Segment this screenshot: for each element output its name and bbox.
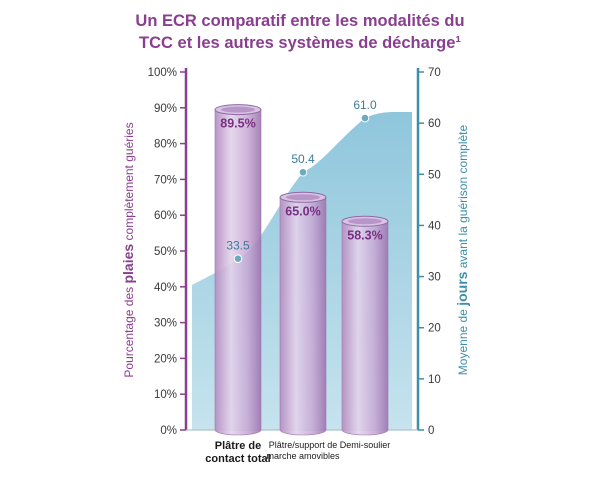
- days-value-label: 33.5: [226, 239, 250, 253]
- bar-cylinder-body: [279, 197, 327, 436]
- y-axis-left-tick-label: 0%: [160, 425, 177, 437]
- y-axis-right-tick-label: 30: [428, 272, 441, 284]
- category-label-line: contact total: [205, 453, 271, 465]
- bar-value-label: 65.0%: [285, 204, 320, 218]
- y-axis-left-tick-label: 80%: [154, 139, 177, 151]
- y-axis-left-tick-label: 50%: [154, 246, 177, 258]
- category-label: Demi-soulier: [315, 440, 415, 451]
- y-axis-left-tick-label: 100%: [148, 67, 177, 79]
- category-label-line: marche amovibles: [266, 451, 340, 461]
- chart-title-line2: TCC et les autres systèmes de décharge¹: [139, 34, 461, 52]
- category-label-line: Plâtre/support de: [268, 440, 338, 450]
- y-axis-right-tick-label: 0: [428, 425, 434, 437]
- days-value-label: 61.0: [353, 98, 377, 112]
- bar-cylinder-body: [214, 109, 262, 436]
- bar-value-label: 58.3%: [347, 228, 382, 242]
- y-axis-left-tick-label: 20%: [154, 353, 177, 365]
- chart-title: Un ECR comparatif entre les modalités du…: [0, 10, 600, 54]
- y-axis-right-tick-label: 40: [428, 220, 441, 232]
- y-axis-right-tick-label: 50: [428, 169, 441, 181]
- y-axis-left-tick-label: 90%: [154, 103, 177, 115]
- y-axis-right-tick-label: 10: [428, 374, 441, 386]
- bar-cylinder-top-inner: [348, 218, 382, 225]
- category-label: Plâtre/support de marche amovibles: [253, 440, 353, 462]
- y-axis-right-tick-label: 20: [428, 323, 441, 335]
- bar-cylinder-body: [341, 220, 389, 436]
- y-axis-right-tick-label: 60: [428, 118, 441, 130]
- y-axis-left-tick-label: 10%: [154, 389, 177, 401]
- bar-cylinder-top-inner: [286, 194, 320, 201]
- days-point-marker: [298, 167, 308, 177]
- category-label-line: Demi-soulier: [339, 440, 391, 450]
- y-axis-left-tick-label: 30%: [154, 318, 177, 330]
- category-label-line: Plâtre de: [214, 440, 262, 452]
- y-axis-left-tick-label: 70%: [154, 174, 177, 186]
- y-axis-left-tick-label: 60%: [154, 210, 177, 222]
- days-point-marker: [360, 113, 370, 123]
- y-axis-left-tick-label: 40%: [154, 282, 177, 294]
- category-label: Plâtre de contact total: [188, 440, 288, 466]
- bar-value-label: 89.5%: [220, 117, 255, 131]
- y-axis-right-tick-label: 70: [428, 67, 441, 79]
- chart-title-line1: Un ECR comparatif entre les modalités du: [135, 12, 465, 30]
- bar-cylinder-top-inner: [221, 106, 255, 113]
- days-point-marker: [233, 254, 243, 263]
- days-value-label: 50.4: [291, 152, 315, 166]
